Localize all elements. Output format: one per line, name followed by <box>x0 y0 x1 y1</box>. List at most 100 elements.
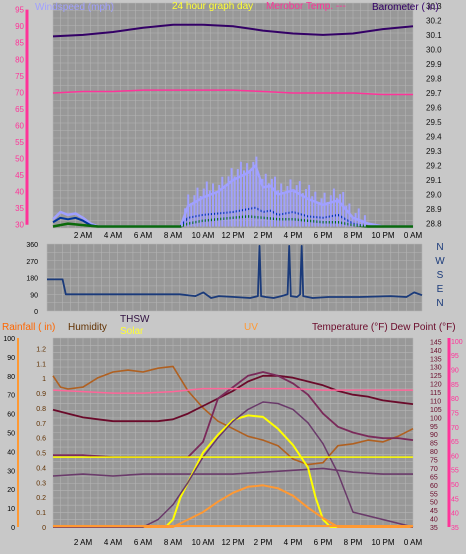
dew-point-tick-label: 100 <box>451 339 463 346</box>
time-tick-label: 0 AM <box>404 231 423 240</box>
windspeed-tick-label: 95 <box>15 6 24 15</box>
temperature-tick-label: 105 <box>430 407 442 414</box>
rainfall-tick-label: 0.9 <box>36 391 46 398</box>
barometer-tick-label: 28.9 <box>426 205 442 214</box>
time-tick-label: 10 PM <box>371 231 394 240</box>
time-tick-label: 8 PM <box>344 231 363 240</box>
windspeed-tick-label: 65 <box>15 105 24 114</box>
compass-label: N <box>436 242 443 253</box>
time-tick-label: 8 AM <box>164 231 183 240</box>
time-tick-label: 4 PM <box>284 231 303 240</box>
dew-point-tick-label: 40 <box>451 511 459 518</box>
rainfall-tick-label: 0.4 <box>36 465 46 472</box>
windspeed-tick-label: 90 <box>15 22 24 31</box>
temperature-tick-label: 45 <box>430 508 438 515</box>
barometer-tick-label: 29.5 <box>426 118 442 127</box>
windspeed-tick-label: 60 <box>15 121 24 130</box>
temperature-tick-label: 70 <box>430 466 438 473</box>
dew-point-tick-label: 85 <box>451 382 459 389</box>
time-tick-label: 2 PM <box>254 231 273 240</box>
barometer-tick-label: 29.0 <box>426 191 442 200</box>
time-tick-label: 12 PM <box>221 538 244 547</box>
temperature-tick-label: 100 <box>430 415 442 422</box>
outdoor-temp-title: Merobor Temp. --- <box>266 1 346 12</box>
time-tick-label: 2 PM <box>254 538 273 547</box>
compass-label: W <box>435 256 445 267</box>
humidity-tick-label: 100 <box>3 336 15 343</box>
barometer-tick-label: 29.6 <box>426 104 442 113</box>
humidity-tick-label: 40 <box>7 449 15 456</box>
rainfall-tick-label: 0 <box>42 525 46 532</box>
humidity-tick-label: 10 <box>7 506 15 513</box>
secondary-line <box>52 89 413 96</box>
barometer-tick-label: 29.4 <box>426 133 442 142</box>
temperature-tick-label: 75 <box>430 458 438 465</box>
dew-point-tick-label: 70 <box>451 425 459 432</box>
time-tick-label: 4 AM <box>104 231 123 240</box>
time-tick-label: 10 AM <box>192 231 215 240</box>
windspeed-tick-label: 85 <box>15 39 24 48</box>
humidity-tick-label: 80 <box>7 374 15 381</box>
barometer-tick-label: 29.2 <box>426 162 442 171</box>
windspeed-tick-label: 50 <box>15 155 24 164</box>
windspeed-tick-label: 75 <box>15 72 24 81</box>
temperature-line <box>52 374 414 423</box>
temperature-tick-label: 55 <box>430 491 438 498</box>
time-tick-label: 10 PM <box>371 538 394 547</box>
temperature-tick-label: 60 <box>430 483 438 490</box>
direction-tick-label: 360 <box>26 242 38 249</box>
barometer-axis-title: Barometer ( in) <box>372 2 439 13</box>
solar-line <box>53 414 413 528</box>
temperature-tick-label: 110 <box>430 398 441 405</box>
uv-title: UV <box>244 322 258 333</box>
rainfall-tick-label: 1.1 <box>36 361 46 368</box>
time-tick-label: 10 AM <box>192 538 215 547</box>
thsw-line <box>52 467 413 477</box>
humidity-axis-title: Humidity <box>68 322 107 333</box>
humidity-tick-label: 0 <box>11 525 15 532</box>
temperature-tick-label: 40 <box>430 517 438 524</box>
dew-point-tick-label: 35 <box>451 525 459 532</box>
windspeed-tick-label: 55 <box>15 138 24 147</box>
time-tick-label: 6 AM <box>134 538 153 547</box>
time-tick-label: 12 PM <box>221 231 244 240</box>
rainfall-tick-label: 0.7 <box>36 421 46 428</box>
temperature-tick-label: 90 <box>430 432 438 439</box>
rainfall-axis-title: Rainfall ( in) <box>2 322 55 333</box>
solar-title: Solar <box>120 326 144 337</box>
temperature-series <box>52 365 414 528</box>
humidity-tick-label: 70 <box>7 393 15 400</box>
uv-line <box>53 484 413 528</box>
humidity-tick-label: 30 <box>7 468 15 475</box>
temperature-tick-label: 140 <box>430 348 442 355</box>
barometer-tick-label: 30.3 <box>426 2 442 11</box>
dew-point-tick-label: 60 <box>451 453 459 460</box>
rainfall-tick-label: 0.8 <box>36 406 46 413</box>
dew-point-tick-label: 50 <box>451 482 459 489</box>
temperature-tick-label: 35 <box>430 525 438 532</box>
temperature-tick-label: 50 <box>430 500 438 507</box>
time-tick-label: 8 PM <box>344 538 363 547</box>
compass-label: N <box>436 298 443 309</box>
temperature-tick-label: 135 <box>430 356 442 363</box>
windspeed-tick-label: 80 <box>15 55 24 64</box>
temperature-tick-label: 85 <box>430 441 438 448</box>
compass-label: E <box>437 284 444 295</box>
windspeed-tick-label: 45 <box>15 171 24 180</box>
humidity-line <box>52 365 414 466</box>
time-tick-label: 4 PM <box>284 538 303 547</box>
graph-title: 24 hour graph day <box>172 1 253 12</box>
rainfall-tick-label: 0.3 <box>36 480 46 487</box>
humidity-tick-label: 60 <box>7 412 15 419</box>
dew-point-tick-label: 95 <box>451 353 459 360</box>
time-tick-label: 6 AM <box>134 231 153 240</box>
barometer-tick-label: 29.7 <box>426 89 442 98</box>
rainfall-tick-label: 0.6 <box>36 436 46 443</box>
windspeed-tick-label: 30 <box>15 221 24 230</box>
direction-line <box>47 244 423 299</box>
barometer-tick-label: 29.3 <box>426 147 442 156</box>
barometer-tick-label: 29.8 <box>426 74 442 83</box>
compass-label: S <box>437 270 444 281</box>
